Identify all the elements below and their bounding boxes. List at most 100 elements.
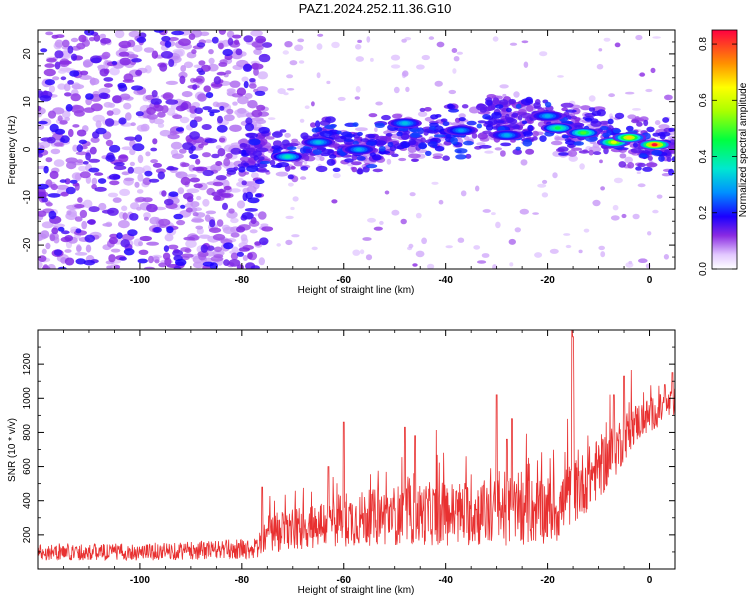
- heatmap-cell: [108, 237, 118, 245]
- heatmap-cell: [150, 147, 158, 152]
- heatmap-cell: [671, 156, 675, 162]
- heatmap-cell: [81, 220, 88, 230]
- heatmap-cell: [190, 145, 196, 151]
- y-tick-label: 20: [22, 48, 33, 60]
- heatmap-cell: [419, 107, 426, 112]
- heatmap-cell: [88, 167, 100, 173]
- heatmap-cell: [567, 149, 578, 157]
- heatmap-cell: [146, 241, 160, 246]
- heatmap-cell: [168, 37, 179, 41]
- heatmap-cell: [118, 155, 128, 159]
- y-tick-label: 10: [22, 96, 33, 108]
- heatmap-cell: [143, 266, 155, 269]
- heatmap-cell: [645, 162, 658, 168]
- heatmap-cell: [68, 128, 74, 138]
- snr-y-ticks: 200 400 600 800 1000 1200: [22, 346, 675, 553]
- heatmap-cell: [89, 146, 97, 155]
- heatmap-cell: [204, 138, 218, 144]
- heatmap-cell: [632, 213, 640, 220]
- heatmap-cell: [114, 265, 120, 269]
- heatmap-cell: [220, 193, 232, 198]
- heatmap-cell: [241, 180, 247, 186]
- heatmap-cell: [628, 260, 633, 265]
- heatmap-cell: [570, 115, 578, 120]
- heatmap-cell: [40, 48, 48, 53]
- heatmap-cell: [153, 118, 165, 125]
- heatmap-cell: [48, 85, 56, 93]
- heatmap-cell: [73, 110, 85, 117]
- heatmap-cell: [434, 80, 443, 87]
- heatmap-cell: [195, 225, 203, 230]
- heatmap-cell: [602, 132, 610, 138]
- heatmap-cell: [198, 70, 206, 75]
- heatmap-cell: [337, 96, 346, 101]
- heatmap-cell: [180, 65, 187, 72]
- heatmap-cell: [288, 182, 294, 187]
- heatmap-cell: [158, 262, 168, 268]
- heatmap-cell: [385, 132, 393, 137]
- heatmap-cell: [523, 61, 529, 68]
- heatmap-cell: [291, 138, 298, 143]
- heatmap-x-axis-label: Height of straight line (km): [298, 285, 415, 296]
- heatmap-cell: [450, 122, 462, 126]
- heatmap-cell: [412, 263, 418, 267]
- heatmap-cell: [255, 35, 267, 44]
- heatmap-cell: [249, 138, 261, 146]
- heatmap-cell: [211, 83, 223, 87]
- heatmap-cell: [513, 91, 520, 98]
- heatmap-cell: [175, 127, 185, 132]
- heatmap-cell: [212, 233, 226, 241]
- heatmap-cell: [560, 102, 574, 108]
- heatmap-cell: [48, 210, 57, 220]
- heatmap-cell: [316, 72, 321, 79]
- heatmap-cell: [256, 86, 269, 93]
- heatmap-cell: [74, 173, 82, 181]
- heatmap-cell: [289, 60, 298, 66]
- heatmap-cell: [315, 120, 321, 128]
- heatmap-cell: [173, 213, 184, 220]
- heatmap-cell: [250, 216, 257, 225]
- heatmap-cell: [230, 252, 239, 260]
- heatmap-cell: [54, 50, 64, 59]
- heatmap-cell: [118, 220, 130, 229]
- heatmap-cell: [150, 98, 162, 105]
- heatmap-cell: [179, 116, 190, 124]
- heatmap-cell: [129, 213, 139, 221]
- colorbar-tick-label: 0.4: [698, 149, 709, 163]
- heatmap-cell: [603, 147, 609, 155]
- heatmap-cell: [415, 212, 422, 219]
- heatmap-cell: [139, 235, 152, 242]
- heatmap-cell: [53, 159, 65, 167]
- heatmap-cell: [247, 252, 253, 260]
- heatmap-cell: [557, 75, 564, 78]
- heatmap-cell: [113, 165, 127, 171]
- heatmap-cell: [205, 92, 214, 99]
- heatmap-cell: [137, 173, 144, 182]
- heatmap-cell: [588, 95, 596, 102]
- heatmap-cell: [226, 210, 238, 219]
- heatmap-cell: [393, 86, 400, 94]
- heatmap-cell: [216, 102, 229, 109]
- heatmap-cell: [189, 119, 198, 128]
- heatmap-cell: [223, 185, 232, 191]
- heatmap-cell: [277, 88, 286, 95]
- heatmap-cell: [297, 38, 305, 43]
- heatmap-cell: [424, 107, 432, 112]
- heatmap-cell: [60, 76, 67, 81]
- heatmap-cell: [262, 42, 273, 48]
- heatmap-cell: [259, 237, 269, 246]
- heatmap-cell: [188, 33, 196, 40]
- heatmap-cell: [375, 140, 387, 146]
- heatmap-cell: [418, 142, 427, 150]
- heatmap-cell: [241, 76, 249, 83]
- heatmap-cell: [41, 248, 47, 255]
- heatmap-cell: [253, 155, 259, 161]
- heatmap-cell: [525, 96, 533, 104]
- heatmap-cell: [102, 223, 113, 227]
- heatmap-peak: [503, 133, 510, 137]
- heatmap-cell: [189, 112, 197, 119]
- heatmap-cell: [165, 99, 179, 105]
- heatmap-cell: [45, 202, 53, 207]
- heatmap-cell: [658, 155, 665, 162]
- heatmap-cell: [326, 80, 331, 85]
